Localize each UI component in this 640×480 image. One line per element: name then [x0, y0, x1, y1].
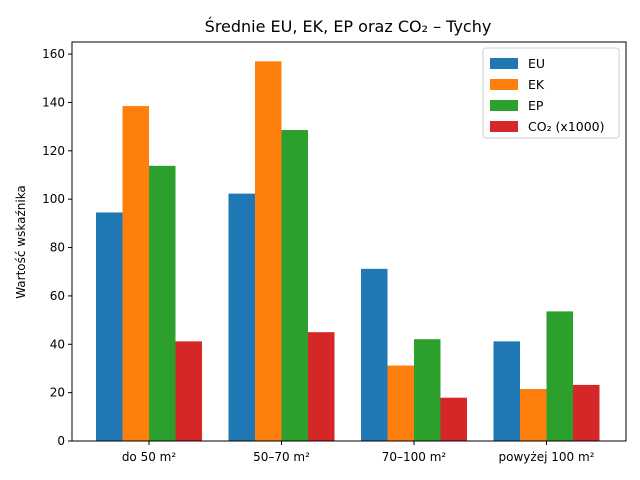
- bar-cox1000-2: [308, 332, 335, 441]
- y-axis-label: Wartość wskaźnika: [14, 185, 28, 299]
- y-tick-label: 40: [50, 337, 65, 351]
- y-tick-label: 160: [42, 47, 65, 61]
- bar-ek-3: [387, 365, 414, 441]
- legend-swatch: [490, 79, 518, 90]
- bar-ep-1: [149, 165, 176, 441]
- bar-eu-4: [493, 341, 520, 441]
- y-tick-label: 80: [50, 241, 65, 255]
- bars-group: [96, 61, 600, 441]
- legend-label: EU: [528, 56, 545, 71]
- bar-eu-1: [96, 212, 123, 441]
- bar-cox1000-4: [573, 384, 600, 441]
- y-tick-label: 20: [50, 386, 65, 400]
- y-axis-ticks: 0 20 40 60 80 100 120 140 160: [42, 47, 72, 448]
- y-tick-label: 120: [42, 144, 65, 158]
- x-axis-ticks: do 50 m² 50–70 m² 70–100 m² powyżej 100 m²: [122, 441, 595, 464]
- legend-label: EK: [528, 77, 545, 92]
- legend-swatch: [490, 58, 518, 69]
- y-tick-label: 100: [42, 192, 65, 206]
- plot-frame: [71, 41, 627, 442]
- bar-cox1000-3: [440, 397, 467, 441]
- bar-ep-4: [546, 311, 573, 441]
- x-tick-label: 50–70 m²: [253, 450, 310, 464]
- legend-box: [482, 47, 620, 139]
- y-tick-label: 60: [50, 289, 65, 303]
- chart-title: Średnie EU, EK, EP oraz CO₂ – Tychy: [205, 17, 492, 36]
- bar-eu-3: [361, 268, 388, 441]
- legend-swatch: [490, 100, 518, 111]
- legend-swatch: [490, 121, 518, 132]
- legend-label: EP: [528, 98, 544, 113]
- y-tick-label: 0: [57, 434, 65, 448]
- bar-ep-3: [414, 339, 441, 441]
- legend-label: CO₂ (x1000): [528, 119, 605, 134]
- x-tick-label: 70–100 m²: [382, 450, 447, 464]
- bar-eu-2: [228, 193, 255, 441]
- bar-cox1000-1: [175, 341, 202, 441]
- bar-ep-2: [281, 130, 308, 441]
- legend: EU EK EP CO₂ (x1000): [482, 47, 620, 139]
- bar-ek-2: [255, 61, 282, 441]
- y-tick-label: 140: [42, 95, 65, 109]
- x-tick-label: powyżej 100 m²: [499, 450, 595, 464]
- bar-ek-4: [520, 389, 547, 441]
- bar-ek-1: [122, 106, 149, 441]
- x-tick-label: do 50 m²: [122, 450, 177, 464]
